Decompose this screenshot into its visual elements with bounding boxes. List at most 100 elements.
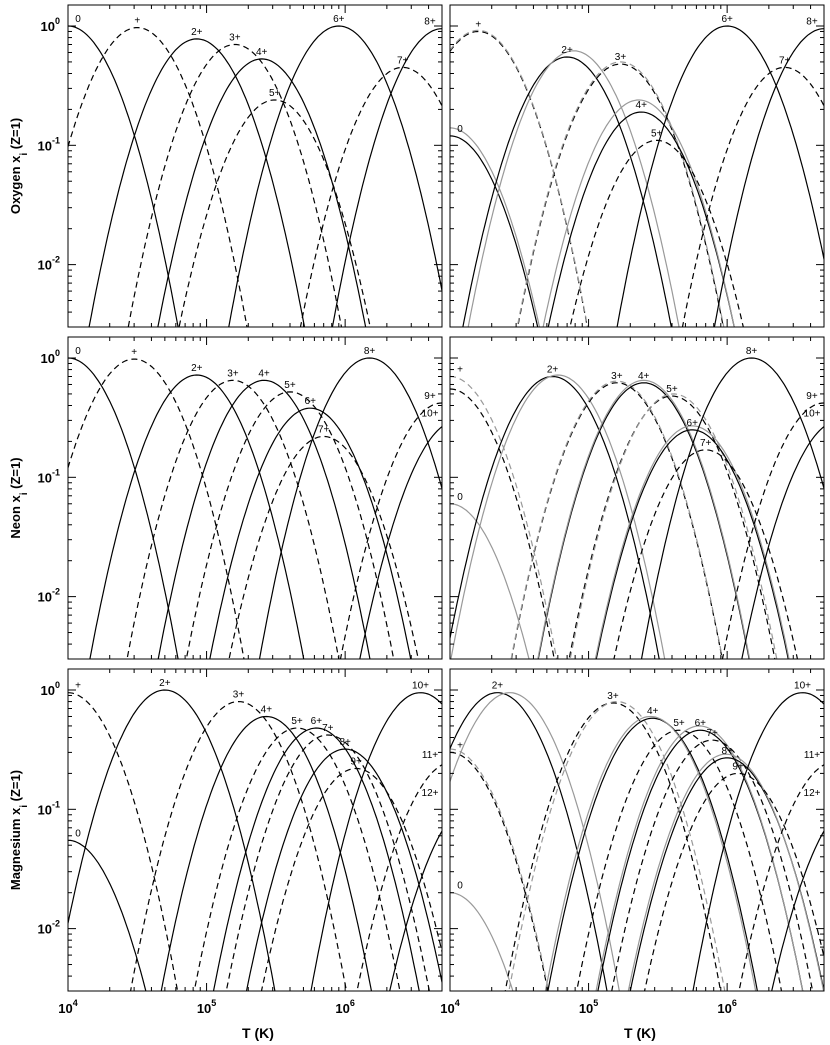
series-line-plus (450, 30, 588, 327)
series-line-5plus (568, 395, 776, 659)
curve-label: 7+ (779, 55, 791, 66)
panel-frame (449, 336, 825, 660)
series-line-4plus (160, 715, 373, 991)
panel-frame (67, 4, 443, 328)
series-line-5plus (193, 727, 401, 991)
series-line-2plus (450, 692, 608, 991)
series-line-11plus (738, 764, 824, 991)
panel-magnesium-left: 100 10-1 10-2 0 + 2+ 3+ 4+ 5+ 6+7+ 8+ 9+ 10+ 11+ 12+ (38, 668, 443, 992)
curve-label: 5+ (284, 380, 296, 391)
curve-label: 4+ (261, 704, 273, 715)
curve-label: 5+ (673, 718, 685, 729)
series-group (450, 25, 824, 327)
series-line-4plus (547, 717, 758, 991)
tick-marks (67, 337, 443, 660)
curve-label: 2+ (561, 45, 573, 56)
curve-label: 5+ (269, 88, 281, 99)
curve-label: 3+ (233, 690, 245, 701)
series-line-3plus (129, 700, 348, 991)
series-group (68, 357, 442, 659)
curve-label: 2+ (159, 678, 171, 689)
curve-label: 2+ (547, 364, 559, 375)
tick-marks (67, 669, 443, 992)
curve-label: 10+ (794, 681, 811, 692)
series-line-plus (450, 388, 555, 659)
curve-label: 10+ (804, 408, 821, 419)
series-line-plus (68, 358, 245, 659)
curve-label: 10+ (412, 681, 429, 692)
panel-neon-left: 100 10-1 10-2 0 +2+ 3+ 4+ 5+ 6+ 7+ 8+ 9+ 10+ (38, 336, 443, 660)
series-line-10plus (359, 426, 442, 659)
tick-marks (449, 337, 825, 660)
curve-label: 6+ (687, 418, 699, 429)
series-line-7plus (228, 435, 419, 659)
curve-label: 6+ (695, 718, 707, 729)
x-tick-label: 104 (440, 998, 459, 1016)
series-line-5plus (185, 391, 395, 659)
curve-label: + (134, 16, 140, 27)
series-line-plus (450, 748, 550, 991)
panel-oxygen-left: 100 10-1 10-2 0 +2+ 3+ 4+ 5+ 6+ 7+ 8+ (38, 4, 443, 328)
y-tick-label: 10-2 (38, 255, 60, 273)
y-tick-label: 10-1 (38, 467, 60, 485)
curve-label: 7+ (397, 55, 409, 66)
curve-label: 11+ (804, 750, 820, 761)
series-line-7plus (613, 449, 799, 659)
series-line-0 (68, 839, 147, 991)
series-line-6plus (212, 727, 420, 991)
series-line-0 (450, 892, 514, 991)
curve-label: 0 (75, 346, 81, 357)
curve-label: 3+ (611, 371, 623, 382)
series-line-8plus (331, 28, 442, 327)
series-line-plus (450, 375, 558, 659)
curve-label: 6+ (333, 14, 345, 25)
curve-label: 9+ (350, 756, 362, 767)
curve-label: 6+ (311, 716, 323, 727)
series-line-9plus (643, 772, 824, 991)
curve-label: 0 (457, 881, 463, 892)
x-tick-label: 105 (197, 998, 216, 1016)
curve-label: 9+ (806, 391, 818, 402)
row-label-magnesium: Magnesium xi (Z=1) (8, 770, 30, 890)
row-label-oxygen: Oxygen xi (Z=1) (8, 118, 30, 214)
series-line-0 (450, 127, 541, 327)
series-line-12plus (771, 830, 824, 991)
series-line-7plus (611, 739, 814, 991)
panel-frame (449, 668, 825, 992)
curve-label: 0 (75, 14, 81, 25)
y-tick-label: 100 (41, 680, 60, 698)
series-group (450, 357, 824, 659)
series-group (68, 689, 442, 991)
series-line-2plus (89, 374, 305, 659)
x-axis-label-left: T (K) (242, 1025, 274, 1041)
y-tick-label: 10-2 (38, 919, 60, 937)
curve-label: 8+ (806, 17, 818, 28)
series-line-10plus (741, 426, 824, 659)
curve-label: 5+ (651, 128, 663, 139)
series-line-6plus (597, 729, 804, 991)
curve-label: 7+ (700, 438, 712, 449)
curve-label: 8+ (424, 17, 436, 28)
series-line-2plus (450, 692, 620, 991)
curve-label: 4+ (258, 368, 270, 379)
series-line-6plus (594, 425, 790, 659)
curve-label: 8+ (339, 737, 351, 748)
y-tick-label: 10-1 (38, 799, 60, 817)
x-tick-label: 104 (58, 998, 77, 1016)
curve-label: 9+ (424, 391, 436, 402)
curve-label: 4+ (647, 706, 659, 717)
y-tick-label: 100 (41, 348, 60, 366)
curve-label: + (75, 681, 81, 692)
series-line-2plus (467, 50, 680, 327)
curve-label: 8+ (746, 346, 758, 357)
series-line-2plus (450, 375, 660, 659)
series-line-4plus (547, 111, 735, 327)
series-line-8plus (629, 757, 824, 991)
x-axis-label-right: T (K) (624, 1025, 656, 1041)
series-line-8plus (627, 753, 824, 991)
series-line-6plus (595, 429, 789, 659)
row-label-neon: Neon xi (Z=1) (8, 457, 30, 538)
series-group (68, 25, 442, 327)
